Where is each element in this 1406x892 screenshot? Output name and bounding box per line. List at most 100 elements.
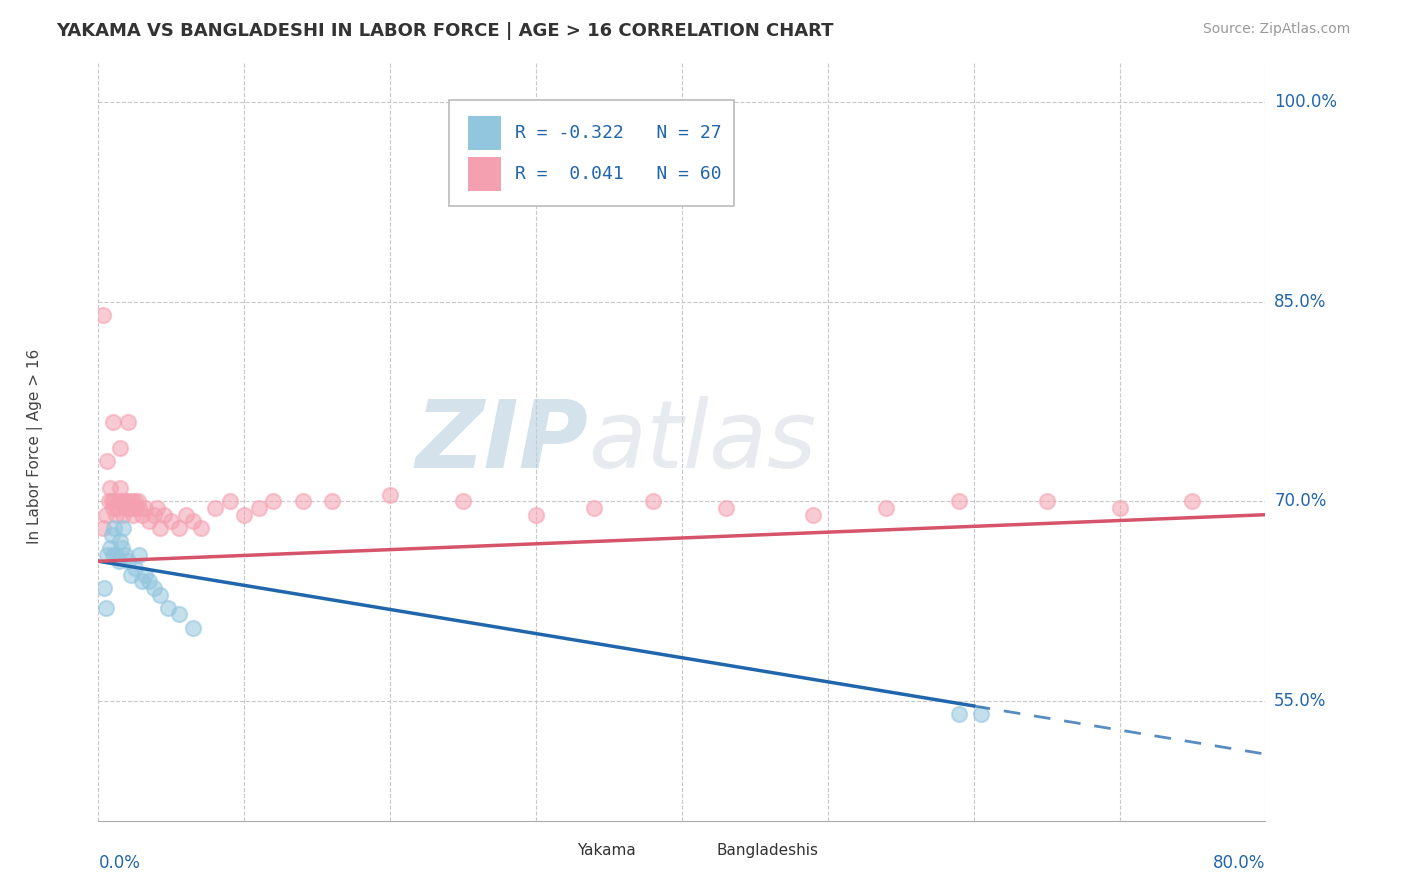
Point [142, 581, 165, 595]
Point [204, 501, 226, 516]
Text: Bangladeshis: Bangladeshis [717, 844, 818, 858]
Point [131, 574, 153, 589]
Point [149, 521, 172, 535]
Point [131, 508, 153, 522]
Point [98, 541, 121, 555]
Point [451, 494, 474, 508]
Point [114, 548, 136, 562]
Text: 100.0%: 100.0% [1274, 94, 1337, 112]
Point [128, 548, 150, 562]
Text: atlas: atlas [589, 396, 817, 487]
Point [124, 494, 146, 508]
Point [153, 508, 176, 522]
Text: ZIP: ZIP [416, 395, 589, 488]
Point [94, 508, 117, 522]
Point [125, 501, 148, 516]
Point [970, 707, 993, 722]
Point [103, 521, 125, 535]
Text: 80.0%: 80.0% [1213, 854, 1265, 871]
Point [157, 600, 180, 615]
Point [174, 508, 197, 522]
Point [110, 534, 132, 549]
Point [218, 494, 240, 508]
Point [117, 554, 139, 568]
Point [93, 581, 115, 595]
Bar [682, 839, 707, 863]
Point [181, 621, 204, 635]
Text: 70.0%: 70.0% [1274, 492, 1326, 510]
Bar [468, 157, 501, 191]
Point [321, 494, 343, 508]
Text: YAKAMA VS BANGLADESHI IN LABOR FORCE | AGE > 16 CORRELATION CHART: YAKAMA VS BANGLADESHI IN LABOR FORCE | A… [56, 22, 834, 40]
Text: R =  0.041   N = 60: R = 0.041 N = 60 [515, 165, 721, 183]
Point [801, 508, 824, 522]
Text: 0.0%: 0.0% [98, 854, 141, 871]
Point [112, 521, 135, 535]
Point [108, 494, 131, 508]
Point [160, 514, 183, 528]
Point [190, 521, 212, 535]
Point [111, 494, 134, 508]
Point [96, 454, 118, 468]
Point [120, 501, 142, 516]
Point [103, 494, 125, 508]
Point [100, 527, 122, 541]
Point [110, 481, 132, 495]
Point [380, 488, 402, 502]
Point [101, 501, 124, 516]
Point [524, 508, 547, 522]
Point [101, 548, 124, 562]
FancyBboxPatch shape [449, 101, 734, 207]
Point [101, 415, 124, 429]
Point [714, 501, 737, 516]
Point [120, 567, 142, 582]
Point [118, 501, 141, 516]
Point [127, 494, 149, 508]
Point [262, 494, 284, 508]
Bar [541, 839, 568, 863]
Point [142, 508, 165, 522]
Point [1181, 494, 1204, 508]
Point [115, 501, 138, 516]
Point [875, 501, 897, 516]
Point [97, 494, 120, 508]
Point [124, 561, 146, 575]
Point [96, 548, 118, 562]
Point [167, 521, 190, 535]
Point [117, 494, 139, 508]
Point [110, 441, 132, 455]
Point [138, 574, 160, 589]
Point [149, 587, 172, 601]
Point [948, 494, 970, 508]
Point [1035, 494, 1057, 508]
Point [128, 501, 150, 516]
Point [1108, 501, 1130, 516]
Point [583, 501, 606, 516]
Point [108, 554, 131, 568]
Point [122, 508, 145, 522]
Point [98, 481, 121, 495]
Point [134, 501, 156, 516]
Text: 85.0%: 85.0% [1274, 293, 1326, 311]
Point [641, 494, 664, 508]
Text: Source: ZipAtlas.com: Source: ZipAtlas.com [1202, 22, 1350, 37]
Point [104, 548, 127, 562]
Point [105, 501, 128, 516]
Text: In Labor Force | Age > 16: In Labor Force | Age > 16 [27, 349, 44, 543]
Text: 55.0%: 55.0% [1274, 692, 1326, 710]
Point [167, 607, 190, 622]
Point [91, 308, 114, 322]
Point [134, 567, 156, 582]
Point [94, 600, 117, 615]
Point [117, 415, 139, 429]
Bar [468, 116, 501, 150]
Point [91, 521, 114, 535]
Point [138, 514, 160, 528]
Point [112, 508, 135, 522]
Text: Yakama: Yakama [576, 844, 636, 858]
Text: R = -0.322   N = 27: R = -0.322 N = 27 [515, 124, 721, 142]
Point [291, 494, 314, 508]
Point [100, 494, 122, 508]
Point [233, 508, 256, 522]
Point [114, 494, 136, 508]
